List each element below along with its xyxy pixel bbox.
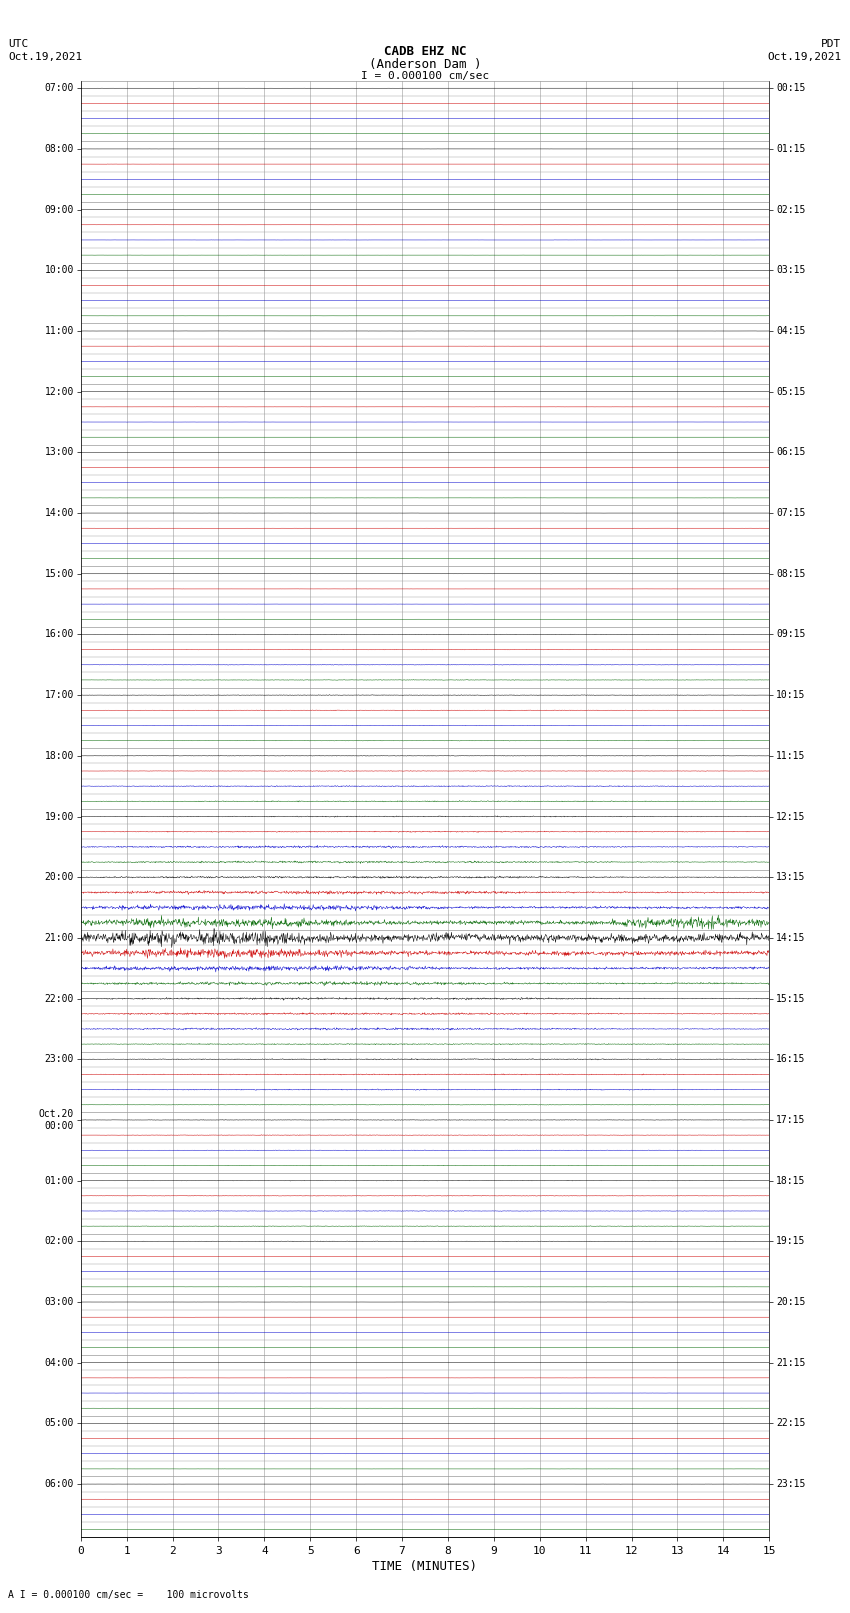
Text: PDT: PDT (821, 39, 842, 48)
Text: (Anderson Dam ): (Anderson Dam ) (369, 58, 481, 71)
Text: I = 0.000100 cm/sec: I = 0.000100 cm/sec (361, 71, 489, 81)
Text: Oct.19,2021: Oct.19,2021 (768, 52, 842, 61)
Text: UTC: UTC (8, 39, 29, 48)
Text: CADB EHZ NC: CADB EHZ NC (383, 45, 467, 58)
X-axis label: TIME (MINUTES): TIME (MINUTES) (372, 1560, 478, 1573)
Text: Oct.19,2021: Oct.19,2021 (8, 52, 82, 61)
Text: A I = 0.000100 cm/sec =    100 microvolts: A I = 0.000100 cm/sec = 100 microvolts (8, 1590, 249, 1600)
